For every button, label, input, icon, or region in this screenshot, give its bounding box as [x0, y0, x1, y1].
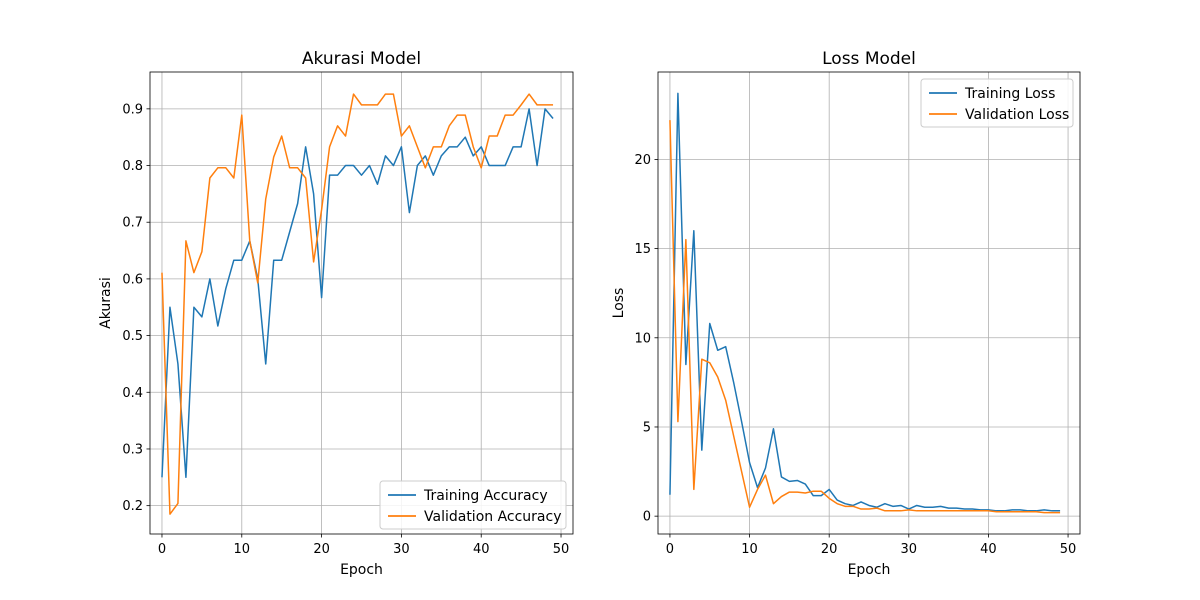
x-axis-label: Epoch	[340, 562, 383, 578]
x-tick-label: 0	[666, 542, 674, 557]
axes-frame	[657, 71, 1081, 535]
y-tick-label: 20	[634, 153, 651, 168]
y-tick-label: 0.8	[122, 159, 143, 174]
y-tick-label: 15	[634, 242, 651, 257]
y-tick-label: 0	[643, 510, 651, 525]
legend-box	[920, 78, 1074, 128]
x-tick-label: 50	[553, 542, 570, 557]
y-tick-label: 0.2	[122, 499, 143, 514]
legend-box	[379, 480, 567, 530]
y-tick-label: 10	[634, 331, 651, 346]
series-line-validation-loss	[669, 120, 1061, 514]
chart-1: 0 10 20 30 40 50 0.2 0.3 0.4 0.5 0.6 0.7 0.8 0.9 Akura…	[98, 49, 574, 578]
chart-title: Akurasi Model	[302, 49, 421, 69]
legend-label: Validation Loss	[965, 107, 1069, 123]
y-axis-label: Akurasi	[98, 277, 114, 329]
y-tick-label: 0.7	[122, 216, 143, 231]
x-tick-label: 10	[234, 542, 251, 557]
legend-label: Training Loss	[964, 86, 1055, 102]
x-tick-label: 30	[901, 542, 918, 557]
y-tick-label: 0.3	[122, 442, 143, 457]
legend-label: Training Accuracy	[423, 488, 548, 504]
x-tick-label: 0	[158, 542, 166, 557]
legend: Training Loss Validation Loss	[920, 78, 1074, 128]
x-tick-label: 20	[821, 542, 838, 557]
y-tick-label: 5	[643, 420, 651, 435]
x-tick-label: 50	[1060, 542, 1077, 557]
x-axis-label: Epoch	[848, 562, 891, 578]
y-axis-label: Loss	[611, 288, 627, 319]
y-tick-label: 0.5	[122, 329, 143, 344]
x-tick-label: 40	[980, 542, 997, 557]
x-tick-label: 20	[313, 542, 330, 557]
series-line-validation-accuracy	[161, 93, 554, 515]
x-tick-label: 30	[393, 542, 410, 557]
legend-label: Validation Accuracy	[424, 509, 562, 525]
x-tick-label: 40	[473, 542, 490, 557]
series-line-training-accuracy	[161, 108, 554, 479]
y-tick-label: 0.6	[122, 272, 143, 287]
series-line-training-loss	[669, 92, 1061, 512]
axes-frame	[149, 71, 574, 535]
y-tick-label: 0.9	[122, 102, 143, 117]
chart-2: 0 10 20 30 40 50 0 5 10 15 20 Loss Model Epoch Loss Tr…	[611, 49, 1081, 578]
chart-title: Loss Model	[822, 49, 916, 69]
x-tick-label: 10	[741, 542, 758, 557]
legend: Training Accuracy Validation Accuracy	[379, 480, 567, 530]
y-tick-label: 0.4	[122, 386, 143, 401]
